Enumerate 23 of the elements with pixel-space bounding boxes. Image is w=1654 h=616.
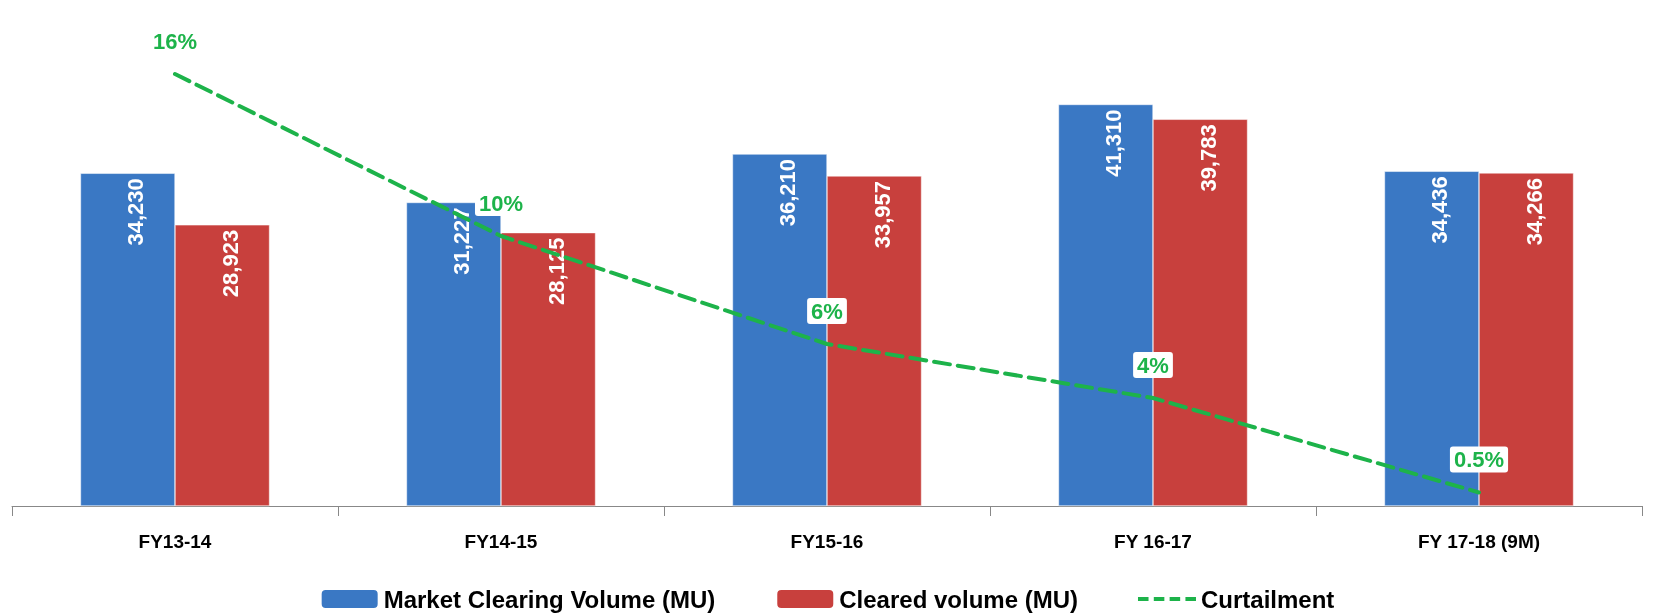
data-label: 28,125 xyxy=(543,237,569,305)
data-label: 4% xyxy=(1137,352,1169,378)
x-tick-label: FY 17-18 (9M) xyxy=(1417,531,1541,552)
legend-label: Curtailment xyxy=(1200,585,1335,613)
data-label: 28,923 xyxy=(217,229,243,298)
x-tick-label: FY13-14 xyxy=(138,531,212,552)
data-label: 34,436 xyxy=(1427,176,1453,244)
data-label: 16% xyxy=(152,28,198,54)
data-label: 36,210 xyxy=(775,159,801,227)
data-label: 10% xyxy=(478,190,524,216)
data-label: 34,266 xyxy=(1521,177,1547,246)
data-label: 6% xyxy=(811,298,843,324)
x-tick-label: FY14-15 xyxy=(464,531,538,552)
x-tick-label: FY15-16 xyxy=(790,531,864,552)
data-label: 33,957 xyxy=(869,180,895,249)
data-label: 0.5% xyxy=(1453,447,1505,472)
x-tick-label: FY 16-17 xyxy=(1114,531,1192,552)
data-label: 39,783 xyxy=(1195,124,1221,192)
data-label: 41,310 xyxy=(1101,109,1127,177)
legend-label: Market Clearing Volume (MU) xyxy=(383,585,716,613)
data-label: 34,230 xyxy=(123,178,149,246)
data-label: 31,227 xyxy=(449,207,475,275)
legend-label: Cleared volume (MU) xyxy=(839,585,1078,613)
